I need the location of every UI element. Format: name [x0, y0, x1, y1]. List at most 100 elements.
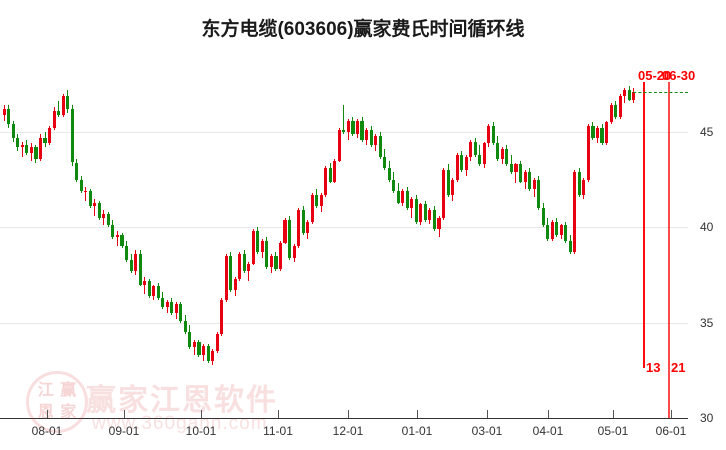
x-axis-tick [487, 410, 488, 418]
candle-body [518, 164, 523, 182]
candle-body [464, 156, 468, 171]
x-axis-label: 11-01 [263, 424, 293, 438]
candle-body [265, 240, 269, 268]
x-axis-label: 03-01 [471, 424, 503, 438]
candle-body [342, 130, 346, 132]
candle-body [414, 198, 418, 222]
candle-body [460, 154, 464, 171]
candle-body [242, 254, 246, 272]
candle-body [143, 280, 147, 285]
x-axis-label: 12-01 [332, 424, 364, 438]
candle-body [170, 301, 174, 314]
page-title: 东方电缆(603606)赢家费氏时间循环线 [201, 19, 525, 40]
candle-body [106, 213, 110, 226]
candle-body [134, 254, 138, 272]
candle-body [84, 191, 88, 193]
watermark-brand: 赢家江恩软件 [86, 384, 278, 417]
candle-body [324, 168, 328, 195]
x-axis-tick [671, 410, 672, 418]
x-axis-tick [348, 410, 349, 418]
candle-body [555, 221, 559, 235]
candle-body [405, 191, 409, 209]
candle-body [297, 210, 301, 247]
y-axis-label: 40 [700, 220, 714, 235]
fib-cycle-label-21: 21 [671, 360, 686, 375]
candle-body [75, 162, 79, 180]
candle-body [43, 137, 47, 144]
candle-body [632, 91, 636, 100]
candle-body [577, 172, 581, 195]
candle-body [66, 95, 70, 110]
candle-body [29, 147, 33, 153]
candle-body [2, 109, 6, 115]
candle-wick [624, 88, 626, 104]
candle-wick [144, 276, 146, 295]
y-axis-label: 45 [700, 125, 714, 139]
watermark-url: www.360gann.com [92, 413, 268, 434]
x-axis-tick [417, 410, 418, 418]
watermark-seal-char: 江 [37, 381, 54, 399]
candle-body [523, 172, 527, 182]
candle-body [301, 210, 305, 234]
candle-body [88, 191, 92, 207]
candle-body [369, 130, 373, 146]
candle-body [220, 299, 224, 335]
x-axis-tick [613, 410, 614, 418]
candle-body [201, 345, 206, 356]
candle-body [16, 137, 20, 148]
candle-body [559, 225, 563, 235]
candle-body [211, 351, 215, 361]
candle-body [174, 303, 178, 314]
candle-body [491, 126, 495, 144]
candle-body [509, 164, 513, 173]
candle-body [582, 179, 586, 195]
gridline-40 [0, 227, 688, 229]
candle-body [478, 154, 482, 165]
candle-body [79, 179, 83, 192]
candle-body [206, 345, 210, 361]
candle-body [138, 254, 142, 285]
x-axis-tick [47, 410, 48, 418]
candle-body [528, 172, 532, 190]
fib-cycle-label-13: 13 [646, 360, 661, 375]
x-axis-label: 01-01 [401, 424, 433, 438]
candle-body [469, 141, 473, 157]
candle-body [161, 297, 165, 308]
y-axis-label: 30 [700, 411, 714, 425]
candle-body [238, 254, 242, 279]
candle-body [310, 194, 314, 222]
candle-wick [94, 198, 96, 216]
candle-body [215, 334, 219, 352]
candle-body [233, 278, 237, 291]
candle-body [546, 225, 550, 239]
candle-body [165, 301, 169, 308]
candle-body [365, 130, 369, 140]
candle-body [432, 210, 437, 230]
candle-body [591, 126, 595, 138]
x-axis-label: 09-01 [108, 424, 140, 438]
fib-date-label-2: 06-30 [662, 68, 696, 83]
candle-body [120, 234, 124, 247]
candle-body [192, 341, 196, 348]
candle-body [428, 210, 432, 220]
candle-body [595, 128, 600, 138]
candle-body [351, 120, 355, 134]
x-axis-label: 06-01 [655, 424, 687, 438]
candle-body [48, 128, 52, 144]
candle-body [392, 179, 396, 192]
candle-body [586, 126, 590, 180]
candle-body [319, 194, 323, 207]
candle-body [188, 332, 192, 348]
candle-body [441, 170, 446, 218]
candle-body [278, 242, 283, 270]
candle-body [500, 149, 504, 159]
candle-body [70, 109, 74, 163]
candlestick-plot-area [0, 55, 688, 419]
watermark-seal-char: 家 [60, 404, 77, 422]
candle-body [102, 213, 106, 218]
candle-body [455, 154, 459, 180]
candle-body [346, 120, 350, 132]
candle-body [34, 147, 38, 159]
price-level-line [628, 91, 688, 93]
